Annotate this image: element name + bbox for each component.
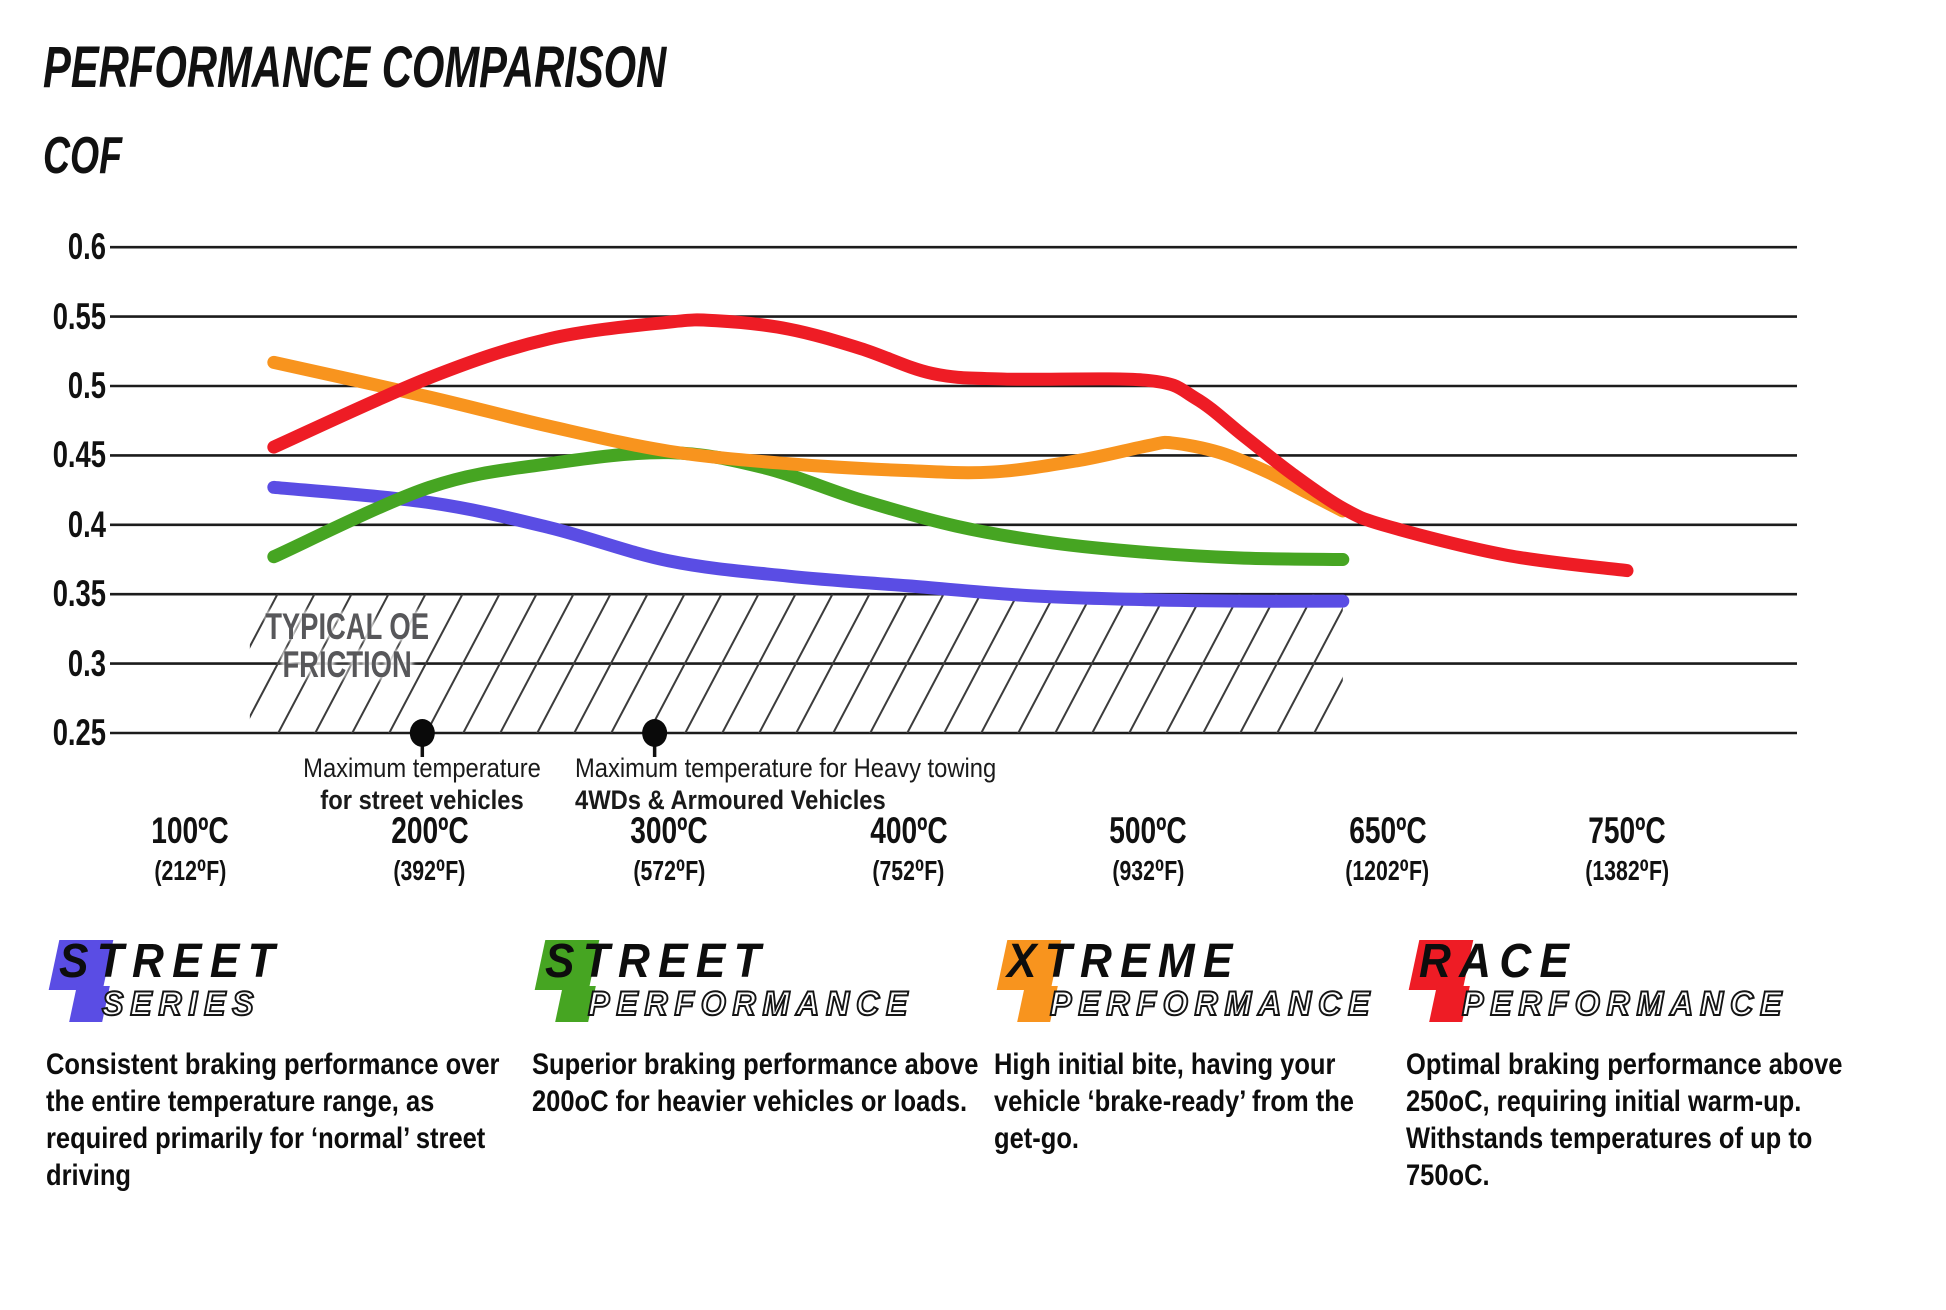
legend-card-race-performance: RACE PERFORMANCE Optimal braking performan… — [1406, 935, 1888, 1194]
brand-logo: STREET PERFORMANCE — [532, 935, 1002, 1040]
brand-logo: RACE PERFORMANCE — [1406, 935, 1888, 1040]
brand-description: Optimal braking performance above 250oC,… — [1406, 1048, 1843, 1192]
brand-logo: XTREME PERFORMANCE — [994, 935, 1394, 1040]
series-line-xtreme-performance — [267, 355, 1350, 518]
cof-axis-label: COF — [43, 126, 153, 186]
cof-axis-label-text: COF — [43, 127, 123, 185]
legend-card-street-performance: STREET PERFORMANCE Superior braking perfor… — [532, 935, 1002, 1120]
legend-card-street-series: STREET SERIES Consistent braking performan… — [46, 935, 524, 1194]
brand-word1: XTREME — [1007, 935, 1241, 988]
brand-word2: PERFORMANCE — [587, 984, 915, 1024]
page-title-text: PERFORMANCE COMPARISON — [43, 35, 667, 100]
max-temp-marker-2 — [642, 719, 668, 747]
brand-word2: SERIES — [101, 984, 261, 1024]
brand-word2: PERFORMANCE — [1461, 984, 1789, 1024]
brand-word2: PERFORMANCE — [1049, 984, 1377, 1024]
brand-description: High initial bite, having your vehicle ‘… — [994, 1048, 1354, 1155]
brand-logo: STREET SERIES — [46, 935, 524, 1040]
brand-word1: STREET — [59, 935, 283, 988]
brand-description: Superior braking performance above 200oC… — [532, 1048, 979, 1118]
series-line-race-performance — [267, 313, 1634, 578]
page-title: PERFORMANCE COMPARISON — [43, 34, 909, 101]
brand-word1: RACE — [1419, 935, 1578, 988]
typical-oe-friction-band — [249, 594, 1343, 734]
series-line-street-performance — [267, 446, 1350, 566]
brand-description: Consistent braking performance over the … — [46, 1048, 500, 1192]
brand-word1: STREET — [545, 935, 769, 988]
max-temp-marker-1 — [409, 719, 435, 747]
legend-card-xtreme-performance: XTREME PERFORMANCE High initial bite, havi… — [994, 935, 1394, 1157]
legend-row: STREET SERIES Consistent braking performan… — [0, 935, 1946, 1298]
series-line-street-series — [267, 480, 1350, 608]
